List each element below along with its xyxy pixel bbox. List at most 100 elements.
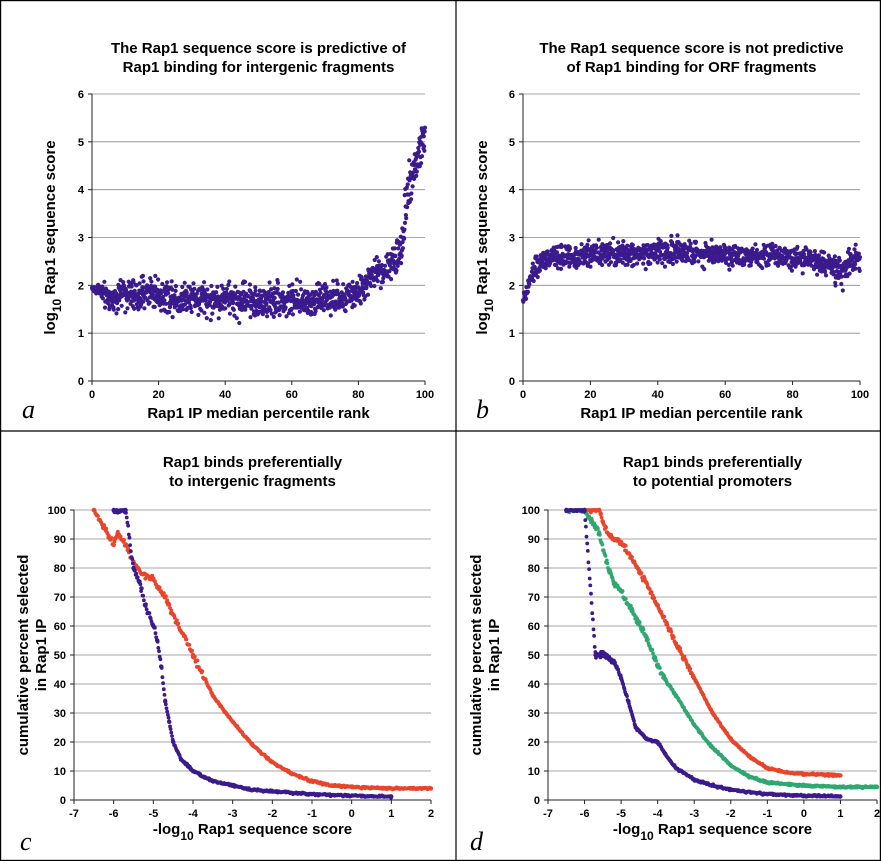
y-tick-label: 40 (54, 679, 66, 691)
x-tick-label: 40 (219, 389, 231, 401)
data-point (692, 722, 697, 727)
data-point (618, 539, 624, 545)
data-point (157, 649, 161, 653)
data-point (161, 681, 166, 686)
y-tick-label: 20 (54, 737, 66, 749)
data-point (584, 524, 588, 529)
data-point (139, 586, 144, 591)
data-point (237, 320, 242, 326)
x-tick-label: -7 (543, 808, 553, 820)
y-tick-label: 0 (509, 376, 515, 388)
data-point (670, 261, 676, 267)
data-point (134, 283, 139, 288)
data-point (267, 280, 272, 285)
data-point (396, 246, 401, 251)
data-point (409, 197, 414, 202)
x-tick-label: -5 (148, 808, 158, 820)
data-point (148, 276, 153, 281)
data-point (340, 304, 345, 309)
data-point (822, 269, 828, 274)
data-point (265, 314, 270, 319)
data-point (765, 780, 770, 785)
y-tick-label: 90 (54, 534, 66, 546)
data-point (181, 307, 186, 312)
data-point (349, 784, 354, 790)
data-point (611, 658, 616, 663)
data-point (608, 241, 613, 246)
data-point (143, 603, 148, 608)
y-axis-label: cumulative percent selected (15, 555, 32, 756)
data-point (658, 239, 663, 244)
x-tick-label: 0 (349, 808, 355, 820)
data-point (621, 239, 626, 244)
data-point (290, 312, 295, 317)
data-point (794, 251, 799, 256)
data-point (674, 259, 679, 264)
data-point (592, 634, 596, 638)
data-point (129, 284, 134, 289)
data-point (159, 664, 164, 669)
data-point (123, 507, 128, 513)
data-point (309, 792, 315, 797)
panel-letter: b (476, 395, 489, 424)
y-tick-label: 10 (528, 766, 540, 778)
data-point (96, 514, 100, 518)
data-point (163, 594, 168, 600)
data-point (328, 313, 333, 318)
data-point (269, 311, 274, 316)
data-point (853, 266, 858, 271)
data-point (223, 306, 228, 311)
data-point (150, 292, 155, 297)
data-point (839, 274, 844, 279)
x-tick-label: -6 (580, 808, 590, 820)
data-point (369, 794, 374, 799)
data-point (839, 281, 844, 287)
data-point (275, 280, 281, 285)
data-point (422, 125, 428, 130)
data-point (234, 316, 239, 321)
data-point (524, 296, 529, 301)
data-point (416, 145, 421, 151)
data-point (596, 526, 600, 531)
data-point (693, 239, 699, 244)
x-tick-label: 80 (786, 389, 798, 401)
data-point (295, 292, 301, 297)
data-point (587, 576, 592, 581)
data-point (147, 611, 152, 615)
data-point (152, 304, 157, 309)
data-point (409, 191, 414, 196)
data-point (585, 549, 590, 553)
data-point (642, 256, 647, 261)
y-tick-label: 30 (528, 708, 540, 720)
data-point (142, 306, 147, 311)
data-point (535, 274, 540, 280)
panel-a: The Rap1 sequence score is predictive of… (22, 40, 434, 424)
data-point (164, 301, 169, 306)
data-point (243, 307, 248, 312)
y-tick-label: 20 (528, 737, 540, 749)
y-axis-label: log10 Rap1 sequence score (474, 140, 496, 334)
data-point (272, 286, 277, 291)
data-point (264, 301, 269, 306)
series-red (91, 507, 434, 792)
data-point (838, 773, 843, 778)
data-point (644, 736, 649, 742)
data-point (151, 577, 156, 582)
y-tick-label: 10 (54, 766, 66, 778)
data-point (137, 579, 142, 584)
data-point (559, 244, 564, 249)
data-point (350, 279, 355, 284)
data-point (625, 262, 630, 267)
data-point (123, 310, 128, 315)
data-point (333, 307, 338, 312)
x-axis-label: -log10 Rap1 sequence score (613, 821, 812, 843)
data-point (808, 250, 813, 255)
data-point (365, 292, 371, 297)
data-point (409, 786, 414, 791)
x-axis-label: -log10 Rap1 sequence score (153, 821, 352, 843)
data-point (801, 793, 807, 798)
data-point (630, 243, 635, 248)
data-point (652, 596, 657, 600)
data-point (712, 259, 717, 265)
data-point (389, 794, 394, 799)
